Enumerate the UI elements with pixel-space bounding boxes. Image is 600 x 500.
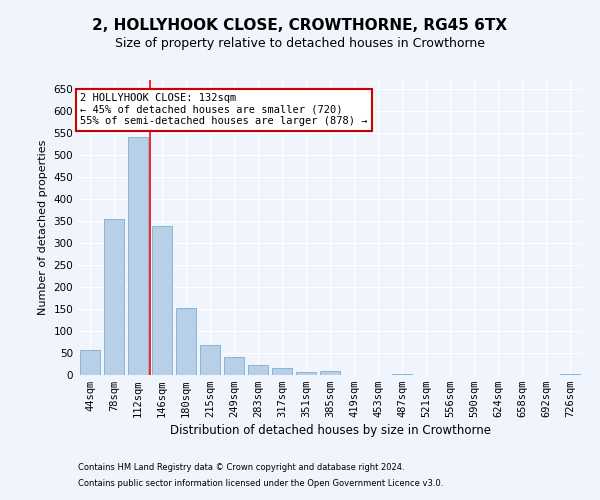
Bar [320,372,340,375]
Bar [80,350,100,375]
Bar [560,374,580,375]
Bar [272,368,292,375]
Text: Size of property relative to detached houses in Crowthorne: Size of property relative to detached ho… [115,38,485,51]
Bar [176,308,196,375]
Bar [152,226,172,375]
Y-axis label: Number of detached properties: Number of detached properties [38,140,48,315]
Text: Contains public sector information licensed under the Open Government Licence v3: Contains public sector information licen… [78,478,443,488]
Bar [200,345,220,375]
Bar [296,372,316,375]
X-axis label: Distribution of detached houses by size in Crowthorne: Distribution of detached houses by size … [170,424,491,438]
Bar [224,356,244,375]
Text: 2, HOLLYHOOK CLOSE, CROWTHORNE, RG45 6TX: 2, HOLLYHOOK CLOSE, CROWTHORNE, RG45 6TX [92,18,508,32]
Bar [128,137,148,375]
Text: 2 HOLLYHOOK CLOSE: 132sqm
← 45% of detached houses are smaller (720)
55% of semi: 2 HOLLYHOOK CLOSE: 132sqm ← 45% of detac… [80,93,368,126]
Text: Contains HM Land Registry data © Crown copyright and database right 2024.: Contains HM Land Registry data © Crown c… [78,464,404,472]
Bar [248,365,268,375]
Bar [104,218,124,375]
Bar [392,374,412,375]
